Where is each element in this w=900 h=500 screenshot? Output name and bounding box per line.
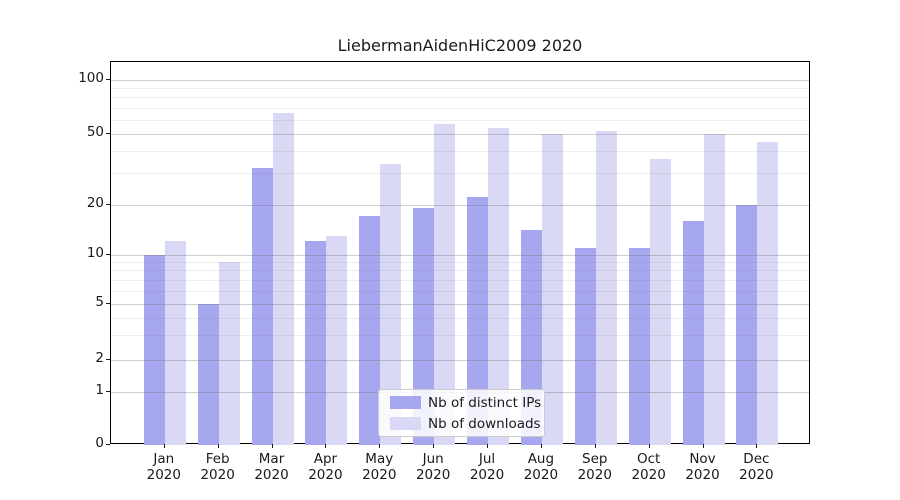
gridline-20 — [111, 204, 809, 206]
bar-downloads-aug — [541, 134, 563, 445]
gridline-9 — [111, 262, 809, 264]
x-tick-label-mar: Mar 2020 — [254, 451, 289, 483]
x-tick-mark-apr — [325, 444, 327, 448]
legend-label-distinct-ips: Nb of distinct IPs — [428, 394, 542, 411]
bar-downloads-nov — [703, 134, 725, 445]
bar-distinct-ips-sep — [574, 247, 596, 445]
bar-distinct-ips-apr — [305, 241, 327, 445]
bar-distinct-ips-jul — [467, 197, 489, 445]
gridline-8 — [111, 270, 809, 272]
bars-layer — [111, 62, 809, 445]
legend: Nb of distinct IPs Nb of downloads — [378, 389, 545, 437]
gridline-2 — [111, 360, 809, 361]
x-tick-label-may: May 2020 — [362, 451, 397, 483]
gridline-3 — [111, 335, 809, 337]
x-tick-label-jan: Jan 2020 — [146, 451, 181, 483]
bar-distinct-ips-jun — [413, 208, 435, 445]
plot-area: Nb of distinct IPs Nb of downloads — [110, 61, 810, 445]
y-tick-mark — [106, 359, 110, 360]
y-tick-label-20: 20 — [86, 194, 104, 211]
gridline-10 — [111, 254, 809, 256]
y-tick-label-100: 100 — [78, 69, 104, 86]
x-tick-label-sep: Sep 2020 — [577, 451, 612, 483]
y-tick-label-5: 5 — [95, 294, 104, 310]
bar-distinct-ips-dec — [736, 204, 758, 445]
x-tick-mark-feb — [217, 444, 219, 448]
gridline-5 — [111, 304, 809, 305]
y-tick-mark — [106, 443, 110, 445]
bar-downloads-mar — [272, 113, 294, 445]
gridline-30 — [111, 173, 809, 175]
x-tick-mark-nov — [702, 444, 704, 448]
gridline-4 — [111, 317, 809, 319]
x-tick-mark-jun — [433, 444, 435, 448]
gridline-90 — [111, 87, 809, 89]
x-tick-mark-jul — [487, 444, 489, 448]
bar-distinct-ips-feb — [197, 304, 219, 445]
legend-swatch-downloads — [390, 417, 421, 430]
x-tick-mark-mar — [271, 444, 273, 448]
bar-downloads-apr — [326, 235, 348, 445]
bar-downloads-oct — [649, 159, 671, 445]
y-tick-label-2: 2 — [95, 350, 104, 366]
y-tick-mark — [106, 203, 110, 205]
x-tick-label-aug: Aug 2020 — [523, 451, 559, 483]
x-tick-mark-dec — [756, 444, 758, 448]
bar-downloads-jul — [488, 127, 510, 445]
gridline-40 — [111, 151, 809, 153]
x-tick-mark-may — [379, 444, 381, 448]
legend-item-downloads: Nb of downloads — [390, 416, 544, 432]
bar-downloads-sep — [595, 130, 617, 445]
bar-distinct-ips-may — [359, 216, 381, 445]
bar-downloads-dec — [757, 142, 779, 445]
x-tick-mark-jan — [163, 444, 165, 448]
bar-distinct-ips-mar — [251, 168, 273, 445]
y-tick-mark — [106, 303, 110, 304]
grid-layer — [111, 62, 809, 443]
x-tick-label-jul: Jul 2020 — [469, 451, 505, 483]
bar-downloads-may — [380, 163, 402, 445]
gridline-7 — [111, 279, 809, 281]
x-tick-label-jun: Jun 2020 — [415, 451, 451, 483]
gridline-70 — [111, 107, 809, 109]
gridline-100 — [111, 79, 809, 81]
bar-distinct-ips-nov — [682, 220, 704, 445]
chart-title: LiebermanAidenHiC2009 2020 — [337, 36, 583, 55]
bar-distinct-ips-oct — [628, 247, 650, 445]
bar-downloads-jan — [164, 241, 186, 445]
y-tick-label-50: 50 — [86, 124, 104, 140]
gridline-60 — [111, 119, 809, 121]
legend-label-downloads: Nb of downloads — [428, 415, 541, 432]
x-tick-label-oct: Oct 2020 — [631, 451, 666, 483]
x-tick-mark-sep — [594, 444, 596, 448]
y-tick-mark — [106, 133, 110, 134]
gridline-80 — [111, 97, 809, 99]
gridline-50 — [111, 134, 809, 135]
x-tick-label-dec: Dec 2020 — [739, 451, 774, 483]
x-tick-label-nov: Nov 2020 — [685, 451, 720, 483]
y-tick-mark — [106, 253, 110, 255]
x-tick-mark-aug — [540, 444, 542, 448]
legend-item-distinct-ips: Nb of distinct IPs — [390, 395, 544, 411]
y-tick-mark — [106, 390, 110, 392]
bar-downloads-jun — [434, 123, 456, 445]
y-tick-label-1: 1 — [95, 381, 104, 398]
y-tick-label-0: 0 — [95, 434, 104, 451]
y-tick-mark — [106, 78, 110, 80]
y-tick-label-10: 10 — [86, 244, 104, 261]
x-tick-label-apr: Apr 2020 — [308, 451, 343, 483]
bar-distinct-ips-jan — [143, 254, 165, 445]
bar-downloads-feb — [218, 262, 240, 445]
x-tick-label-feb: Feb 2020 — [200, 451, 235, 483]
gridline-6 — [111, 290, 809, 292]
legend-swatch-distinct-ips — [390, 396, 421, 409]
x-tick-mark-oct — [648, 444, 650, 448]
